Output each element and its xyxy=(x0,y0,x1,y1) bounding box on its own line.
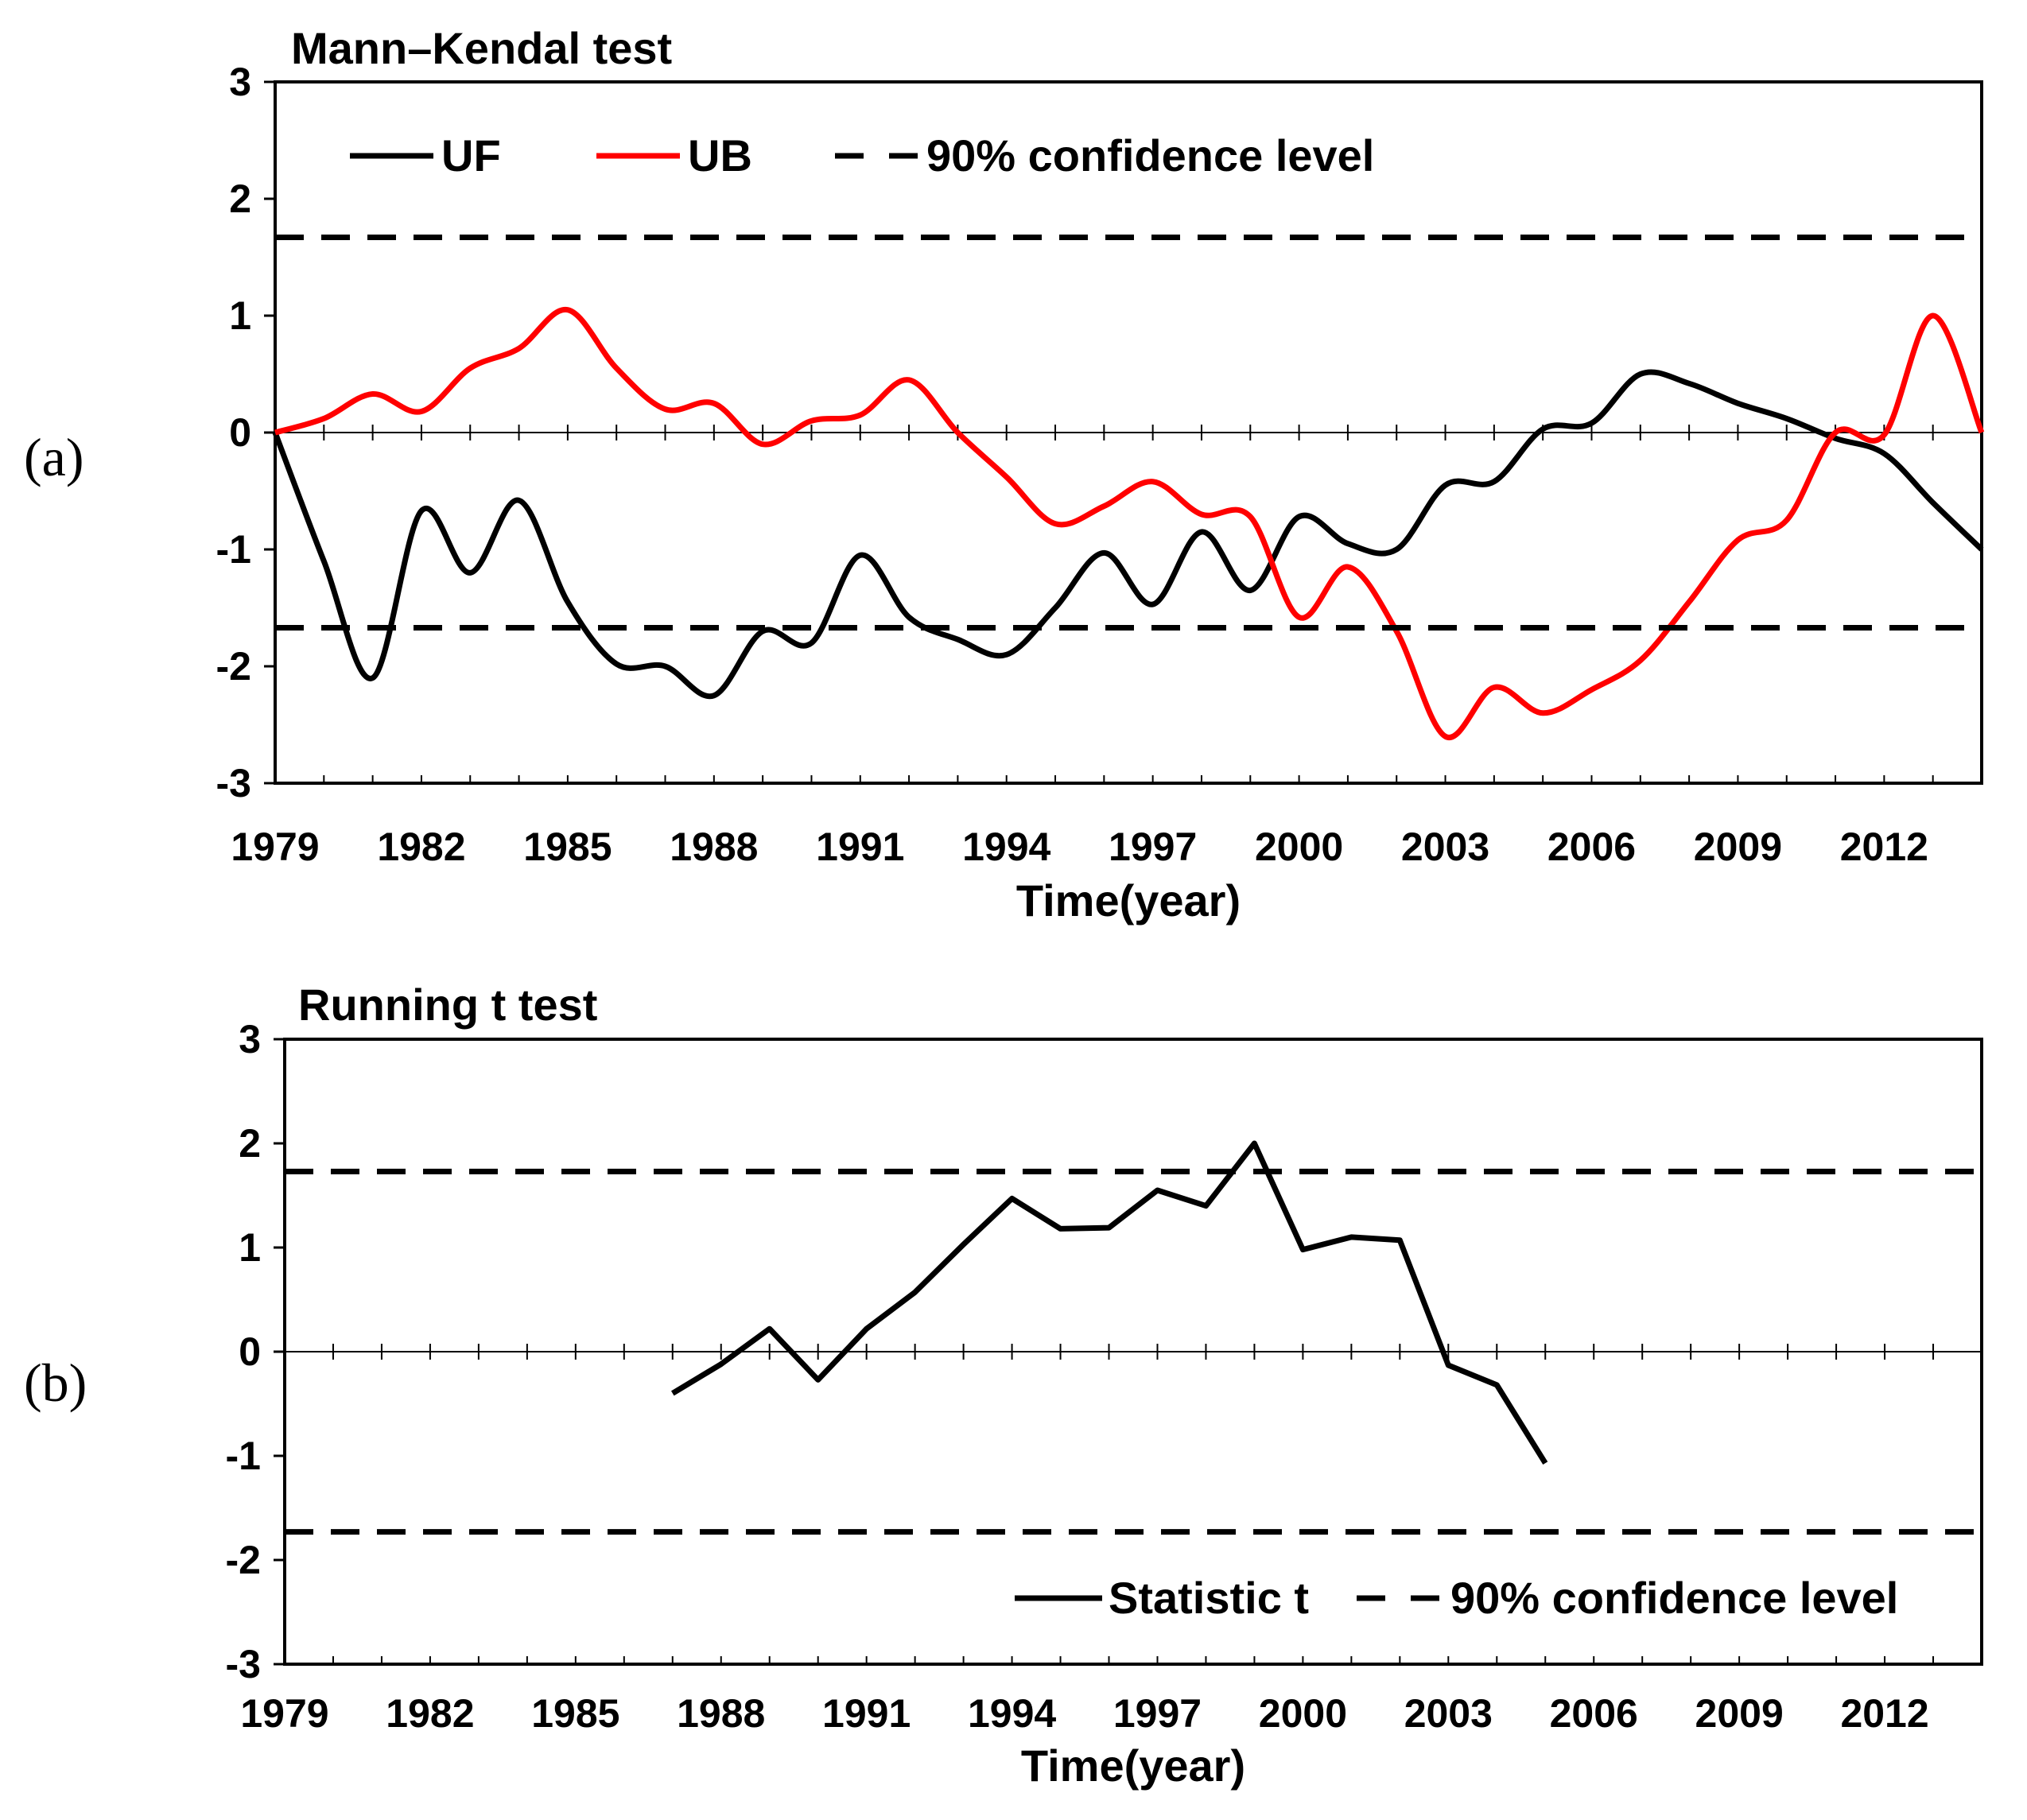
y-tick-label: -1 xyxy=(226,1434,261,1478)
x-tick-label: 1988 xyxy=(677,1691,765,1736)
x-tick-label: 2006 xyxy=(1547,825,1636,869)
x-tick-label: 1982 xyxy=(386,1691,474,1736)
x-tick-label: 1994 xyxy=(962,825,1050,869)
x-tick-label: 1979 xyxy=(231,825,319,869)
x-tick-label: 2003 xyxy=(1404,1691,1493,1736)
y-tick-label: 3 xyxy=(229,60,251,104)
series-line-statistic-t xyxy=(670,1140,1548,1465)
series-line-ub xyxy=(274,307,1985,740)
x-tick-label: 2000 xyxy=(1255,825,1343,869)
x-tick-label: 2006 xyxy=(1550,1691,1638,1736)
x-axis-title: Time(year) xyxy=(1016,875,1241,926)
x-tick-label: 1988 xyxy=(670,825,758,869)
x-tick-label: 1982 xyxy=(377,825,465,869)
y-tick-label: 1 xyxy=(229,293,251,338)
x-tick-label: 1991 xyxy=(822,1691,911,1736)
panel-label: (a) xyxy=(24,427,83,487)
x-tick-label: 1997 xyxy=(1109,825,1197,869)
y-tick-label: -2 xyxy=(226,1538,261,1582)
y-tick-label: -3 xyxy=(216,761,251,805)
y-tick-label: -2 xyxy=(216,644,251,689)
x-tick-label: 1997 xyxy=(1113,1691,1202,1736)
x-tick-label: 2000 xyxy=(1259,1691,1347,1736)
y-tick-label: 2 xyxy=(239,1121,261,1166)
y-tick-label: 0 xyxy=(229,410,251,455)
series-line-uf xyxy=(272,369,1984,700)
chart-title: Running t test xyxy=(298,980,597,1030)
legend-label: UB xyxy=(688,130,752,180)
x-tick-label: 1985 xyxy=(523,825,612,869)
legend-label: Statistic t xyxy=(1109,1573,1309,1623)
x-tick-label: 2003 xyxy=(1401,825,1489,869)
x-tick-label: 2009 xyxy=(1695,1691,1784,1736)
y-tick-label: 1 xyxy=(239,1225,261,1270)
panel-a: (a) Mann–Kendal test 3 2 1 0 -1 -2 -3 1979 1982 198… xyxy=(24,23,1985,926)
y-tick-label: 2 xyxy=(229,177,251,221)
x-tick-label: 1979 xyxy=(240,1691,328,1736)
x-tick-label: 2012 xyxy=(1840,825,1928,869)
x-tick-label: 1994 xyxy=(968,1691,1056,1736)
y-tick-label: -1 xyxy=(216,527,251,572)
legend-label: UF xyxy=(441,130,501,180)
y-tick-label: -3 xyxy=(226,1642,261,1686)
x-tick-label: 2012 xyxy=(1840,1691,1928,1736)
legend-label: 90% confidence level xyxy=(926,130,1374,180)
x-tick-label: 1991 xyxy=(816,825,904,869)
panel-b: (b) Running t test 3 2 1 0 -1 -2 -3 1979 1982 1985 1… xyxy=(24,980,1983,1791)
y-tick-label: 3 xyxy=(239,1017,261,1061)
x-axis-title: Time(year) xyxy=(1021,1740,1245,1791)
chart-title: Mann–Kendal test xyxy=(291,23,672,73)
x-tick-label: 1985 xyxy=(531,1691,619,1736)
y-tick-label: 0 xyxy=(239,1329,261,1374)
panel-label: (b) xyxy=(24,1352,87,1413)
x-tick-label: 2009 xyxy=(1694,825,1782,869)
legend-label: 90% confidence level xyxy=(1450,1573,1898,1623)
